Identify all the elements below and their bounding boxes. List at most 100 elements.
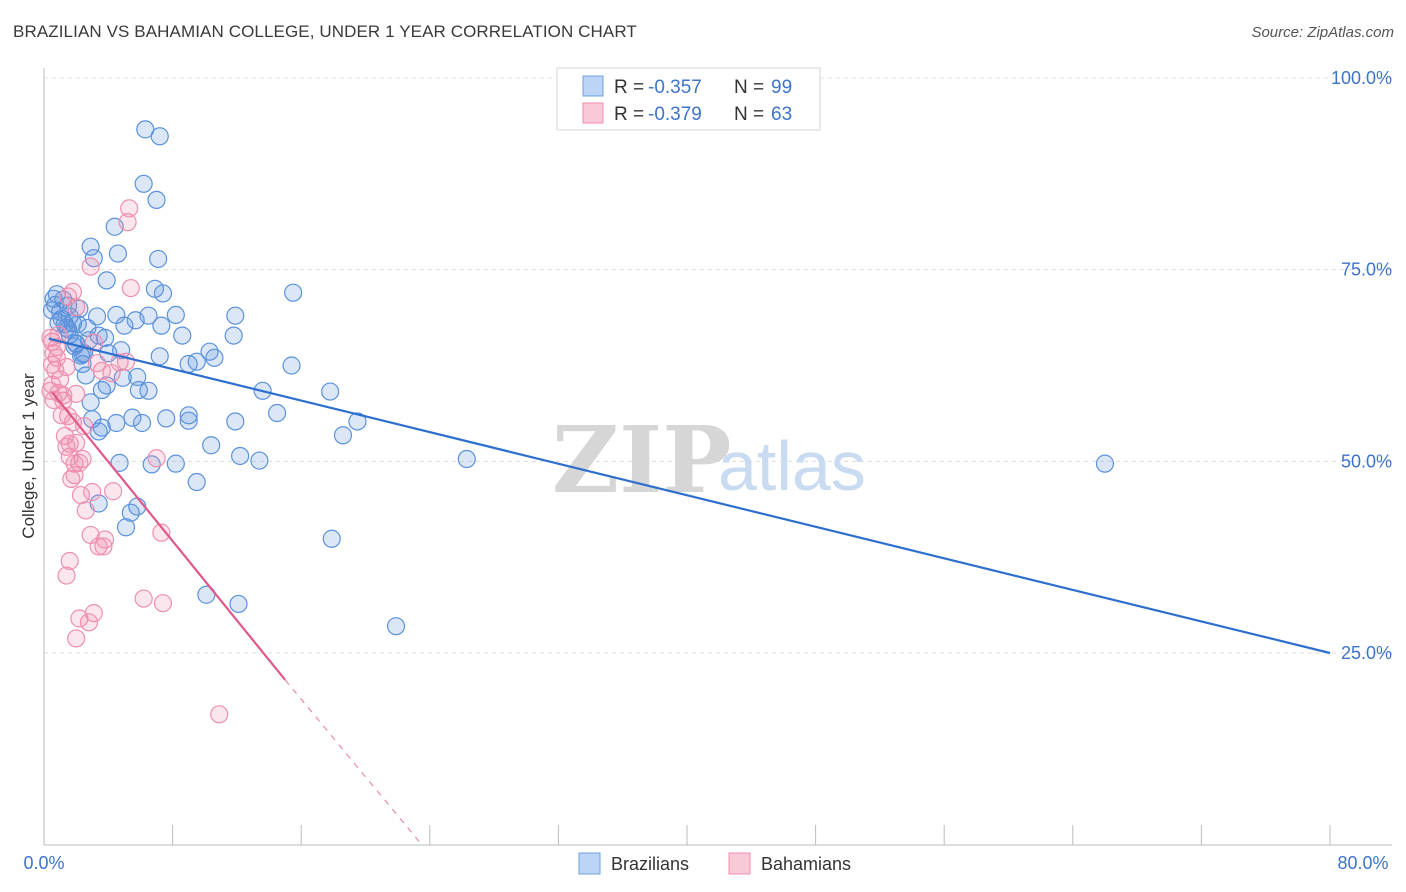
bahamian-point: [57, 357, 76, 377]
brazilian-point: [157, 409, 176, 428]
brazilian-point: [179, 411, 198, 430]
y-tick-label-100: 100.0%: [1331, 68, 1392, 88]
bahamian-point: [95, 530, 115, 549]
bahamian-point: [81, 257, 100, 276]
brazilian-point: [142, 455, 161, 474]
brazilian-point: [202, 436, 221, 455]
legend-swatch-brazilians: [582, 75, 604, 97]
legend-r-label-bahamians: R =: [614, 104, 644, 125]
bahamian-point: [60, 551, 79, 571]
brazilian-point: [150, 347, 169, 366]
bahamian-point: [67, 298, 86, 317]
legend-n-value-brazilians: 99: [771, 77, 792, 98]
trend-line-bahamians: [51, 391, 286, 681]
bahamian-point: [89, 537, 108, 556]
bahamian-point: [104, 482, 123, 501]
bahamian-point: [70, 609, 89, 628]
brazilian-point: [226, 306, 245, 325]
legend-r-label-brazilians: R =: [614, 77, 644, 98]
brazilian-point: [128, 367, 147, 387]
brazilian-point: [187, 352, 206, 371]
brazilian-point: [200, 342, 219, 361]
brazilian-point: [205, 348, 224, 367]
brazilian-point: [68, 315, 87, 334]
brazilian-point: [333, 426, 353, 445]
watermark-atlas: atlas: [718, 427, 866, 505]
brazilian-point: [128, 497, 147, 516]
brazilian-point: [149, 249, 168, 269]
bahamian-point: [67, 629, 86, 648]
brazilian-point: [97, 271, 116, 290]
chart-title: BRAZILIAN VS BAHAMIAN COLLEGE, UNDER 1 Y…: [13, 22, 637, 41]
brazilian-point: [152, 316, 171, 335]
bahamian-point: [120, 199, 139, 218]
watermark-zip: ZIP: [552, 406, 731, 514]
brazilian-point: [108, 244, 128, 263]
bahamian-point: [57, 437, 76, 456]
bahamian-point: [63, 282, 83, 301]
bahamian-point: [59, 407, 78, 426]
bahamian-point: [42, 375, 62, 394]
brazilian-point: [173, 326, 192, 345]
brazilian-point: [282, 356, 301, 375]
y-tick-label-75: 75.0%: [1341, 260, 1392, 280]
bahamian-point: [84, 333, 103, 352]
y-axis-label: College, Under 1 year: [19, 373, 38, 539]
legend-n-label-brazilians: N =: [734, 77, 764, 98]
brazilian-point: [229, 594, 248, 614]
x-tick-label-max: 80.0%: [1337, 853, 1388, 873]
brazilian-point: [139, 381, 158, 400]
legend-n-value-bahamians: 63: [771, 104, 792, 125]
bahamian-point: [62, 469, 81, 489]
bottom-legend-swatch-brazilians[interactable]: [578, 852, 601, 875]
bahamian-point: [41, 328, 60, 347]
bahamian-point: [67, 384, 86, 403]
y-tick-labels: 25.0% 50.0% 75.0% 100.0%: [1331, 68, 1392, 663]
brazilian-point: [250, 451, 269, 470]
brazilian-point: [348, 412, 367, 431]
bahamian-point: [75, 416, 94, 436]
brazilian-point: [386, 617, 406, 636]
bahamian-point: [118, 213, 137, 232]
brazilian-point: [166, 305, 185, 324]
brazilian-point: [136, 120, 155, 139]
bahamian-point: [134, 589, 153, 608]
brazilian-point: [457, 449, 476, 469]
brazilian-point: [322, 529, 341, 548]
x-ticks: [43, 825, 1331, 845]
source-label: Source: ZipAtlas.com: [1251, 24, 1394, 41]
brazilian-point: [87, 307, 107, 326]
y-tick-label-25: 25.0%: [1341, 643, 1392, 663]
bahamian-point: [210, 705, 229, 724]
legend-r-value-brazilians: -0.357: [648, 77, 702, 98]
brazilian-point: [267, 403, 287, 423]
bahamian-point: [60, 434, 79, 453]
x-tick-label-min: 0.0%: [23, 853, 64, 873]
bahamian-point: [94, 537, 113, 556]
stats-legend: R = -0.357 N = 99 R = -0.379 N = 63: [556, 67, 821, 131]
bahamian-point: [47, 338, 66, 357]
bottom-legend-label-brazilians[interactable]: Brazilians: [611, 854, 689, 874]
brazilian-point: [92, 418, 111, 437]
brazilian-point: [147, 190, 166, 209]
brazilian-point: [107, 413, 126, 433]
brazilian-point: [284, 283, 303, 302]
bahamian-point: [57, 566, 76, 585]
bahamian-point: [153, 594, 173, 613]
bahamian-point: [79, 613, 99, 632]
brazilian-point: [110, 453, 129, 472]
series-legend: Brazilians Bahamians: [578, 852, 851, 875]
trend-line-brazilians: [48, 337, 1331, 655]
bottom-legend-label-bahamians[interactable]: Bahamians: [761, 854, 851, 874]
brazilian-point: [139, 306, 158, 325]
legend-r-value-bahamians: -0.379: [648, 104, 702, 125]
brazilian-point: [81, 237, 100, 256]
bottom-legend-swatch-bahamians[interactable]: [728, 852, 751, 875]
brazilian-point: [116, 518, 136, 537]
legend-swatch-bahamians: [582, 102, 604, 124]
brazilian-point: [95, 328, 115, 347]
bahamian-point: [52, 406, 71, 425]
y-tick-label-50: 50.0%: [1341, 451, 1392, 471]
brazilian-point: [187, 472, 206, 492]
